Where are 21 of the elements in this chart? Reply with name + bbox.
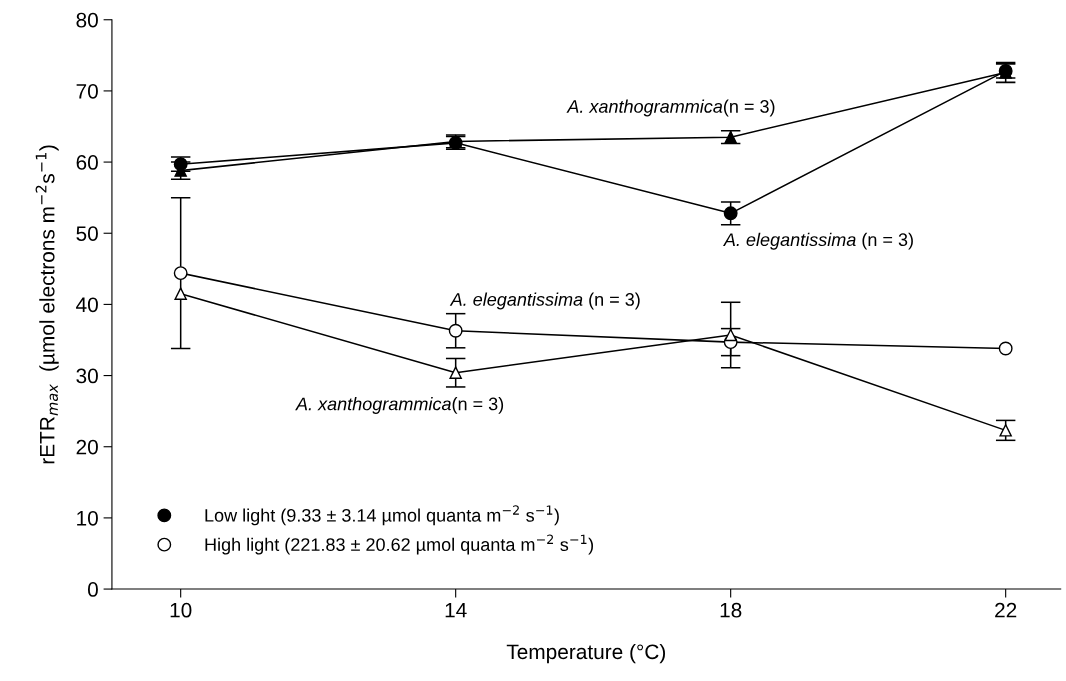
x-axis-title: Temperature (°C) <box>506 643 666 664</box>
y-tick-label: 20 <box>76 439 98 455</box>
annotation: A. elegantissima (n = 3) <box>449 292 640 310</box>
x-tick-label: 22 <box>995 602 1017 618</box>
y-tick-label: 60 <box>76 155 98 170</box>
legend-label: High light (221.83 ± 20.62 µmol quanta m$^{−2}$ s$^{−1}$) <box>205 534 594 555</box>
y-tick-label: 80 <box>76 12 98 28</box>
y-tick-label: 0 <box>87 582 98 597</box>
y-tick-label: 40 <box>76 297 98 313</box>
annotation: A. elegantissima (n = 3) <box>722 232 913 250</box>
y-tick-label: 30 <box>76 368 98 384</box>
y-axis-title: rETR$_{max}$ (µmol electrons m$^{−2}$s$^{−1}$) <box>35 145 59 464</box>
y-tick-label: 10 <box>77 510 98 526</box>
x-tick-label: 14 <box>445 603 467 618</box>
y-tick-label: 50 <box>76 226 98 241</box>
annotation: A. xanthogrammica(n = 3) <box>566 99 775 117</box>
annotation: A. xanthogrammica(n = 3) <box>295 397 504 414</box>
x-tick-label: 18 <box>720 602 742 618</box>
x-tick-label: 10 <box>170 602 192 618</box>
legend-label: Low light (9.33 ± 3.14 µmol quanta m$^{−2}$ s$^{−1}$) <box>205 505 559 526</box>
y-tick-label: 70 <box>76 83 98 99</box>
